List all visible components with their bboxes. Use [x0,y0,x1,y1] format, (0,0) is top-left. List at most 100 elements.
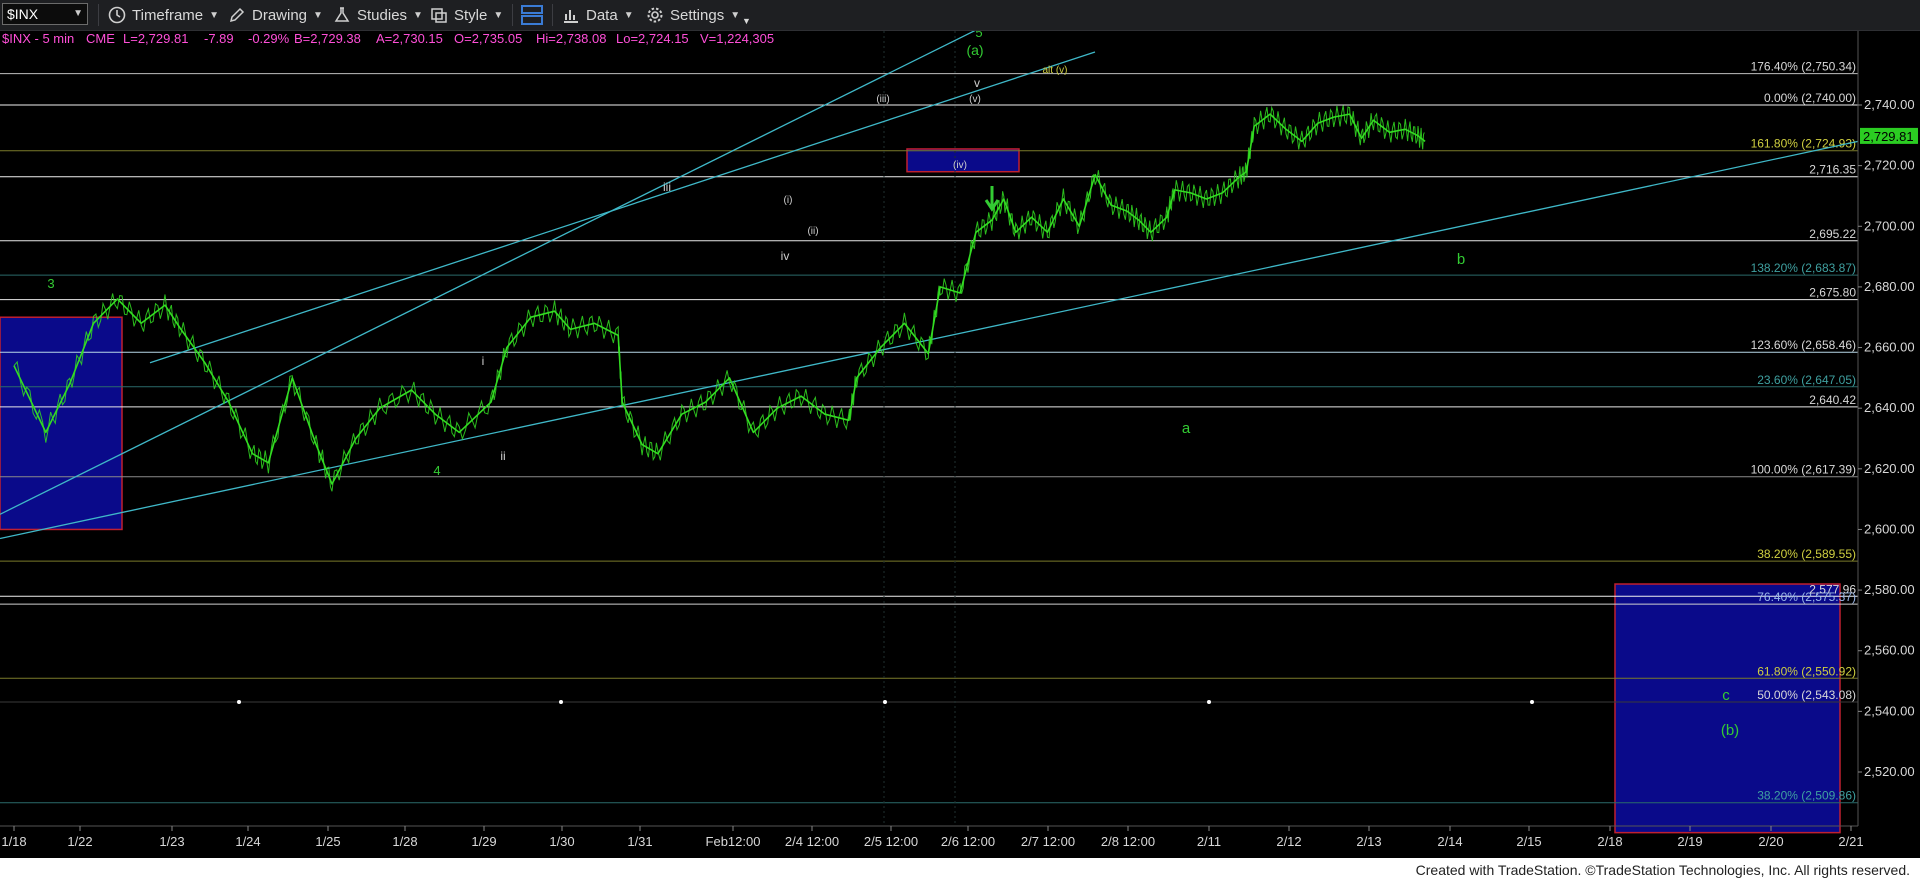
fib-label: 2,716.35 [1809,163,1856,177]
y-tick-label: 2,580.00 [1864,582,1915,597]
wave-label: (a) [966,42,983,58]
status-open: O=2,735.05 [454,31,522,46]
y-tick-label: 2,700.00 [1864,218,1915,233]
wave-label: (iv) [953,160,967,171]
session-marker [559,700,563,705]
layout-icon [521,5,543,25]
x-tick-label: 2/4 12:00 [785,834,839,849]
price-bars [13,105,1425,492]
x-tick-label: 1/23 [159,834,184,849]
status-ask: A=2,730.15 [376,31,443,46]
settings-menu[interactable]: Settings ▼ [646,4,740,26]
price-axis: 2,740.00 2,720.00 2,700.00 2,680.00 2,660.00… [1857,31,1918,826]
wave-label: (iii) [876,94,889,105]
fib-label: 2,675.80 [1809,286,1856,300]
wave-label: c [1722,687,1730,704]
wave-label: (ii) [807,226,818,237]
y-tick-label: 2,660.00 [1864,340,1915,355]
data-menu[interactable]: Data ▼ [562,4,634,26]
layout-button[interactable] [520,4,550,26]
x-tick-label: 2/11 [1197,834,1221,849]
last-price-label: 2,729.81 [1863,129,1914,144]
price-series [13,105,1426,492]
chevron-down-icon: ▼ [623,9,634,21]
wave-label: 5 [975,31,982,40]
fib-label: 76.40% (2,575.37) [1757,590,1856,604]
x-tick-label: 1/25 [315,834,340,849]
chevron-down-icon: ▼ [742,16,751,26]
wave-label: iv [781,249,790,263]
chevron-down-icon: ▼ [730,9,741,21]
x-tick-label: 1/31 [627,834,652,849]
chevron-down-icon: ▼ [313,9,323,21]
toolbar: $INX ▼ Timeframe ▼ Drawing ▼ Studies ▼ Styl… [0,0,1920,31]
wave-label: alt (v) [1043,65,1068,76]
flask-icon [334,7,350,22]
y-tick-label: 2,520.00 [1864,764,1915,779]
last-price-tag [1860,127,1918,144]
y-tick-label: 2,680.00 [1864,279,1915,294]
symbol-text: $INX [7,6,39,22]
status-bid: B=2,729.38 [294,31,361,46]
fib-label: 23.60% (2,647.05) [1757,373,1856,387]
trendline-upper [149,51,1096,364]
wave-label: i [482,354,485,368]
fib-label: 123.60% (2,658.46) [1751,338,1856,352]
y-tick-label: 2,720.00 [1864,158,1915,173]
fib-label: 38.20% (2,509.86) [1757,789,1856,803]
timeframe-label: Timeframe [132,6,204,24]
wave-label: iii [663,180,671,194]
x-tick-label: 1/30 [549,834,574,849]
status-change-pct: -0.29% [248,31,290,46]
wave-label: (b) [1721,722,1739,739]
target-box-b [1614,583,1841,834]
timeframe-menu[interactable]: Timeframe ▼ [108,4,219,26]
price-line [13,113,1426,485]
symbol-selector[interactable]: $INX ▼ [2,3,88,25]
y-tick-label: 2,620.00 [1864,461,1915,476]
y-tick-label: 2,640.00 [1864,400,1915,415]
x-tick-label: 2/15 [1516,834,1541,849]
x-tick-label: 2/6 12:00 [941,834,995,849]
footer-credit: Created with TradeStation. ©TradeStation… [1411,862,1914,878]
time-axis: 1/18 1/22 1/23 1/24 1/25 1/28 1/29 1/30 1/31 Feb1… [0,825,1864,849]
fib-label: 100.00% (2,617.39) [1751,463,1856,477]
fib-label: 161.80% (2,724.93) [1751,137,1856,151]
down-arrow-icon [984,186,1000,212]
bar-chart-icon [564,10,578,23]
fib-levels: 176.40% (2,750.34) 0.00% (2,740.00) 161.80… [0,60,1858,804]
style-label: Style [454,6,488,24]
style-icon [431,8,447,23]
status-volume: V=1,224,305 [700,31,774,46]
x-tick-label: 1/28 [392,834,417,849]
x-tick-label: 2/18 [1597,834,1622,849]
clock-icon [108,6,126,24]
settings-label: Settings [670,6,725,24]
style-menu[interactable]: Style ▼ [430,4,503,26]
x-tick-label: 1/18 [1,834,26,849]
status-last: L=2,729.81 [123,31,188,46]
x-tick-label: 2/20 [1758,834,1783,849]
fib-label: 50.00% (2,543.08) [1757,688,1856,702]
drawing-label: Drawing [252,6,308,24]
drawing-menu[interactable]: Drawing ▼ [228,4,323,26]
session-marker [883,700,887,705]
toolbar-divider [98,4,99,26]
toolbar-divider [512,4,513,26]
status-symbol: $INX - 5 min [2,31,74,46]
fib-label: 0.00% (2,740.00) [1764,91,1856,105]
studies-menu[interactable]: Studies ▼ [333,4,423,26]
status-exchange: CME [86,31,115,46]
wave-label: 3 [47,276,54,291]
data-label: Data [586,6,618,24]
price-chart[interactable]: 176.40% (2,750.34) 0.00% (2,740.00) 161.80… [0,31,1920,857]
toolbar-overflow[interactable]: ▼ [742,10,751,32]
trendline-upper-outer [0,31,976,515]
x-tick-label: 2/19 [1677,834,1702,849]
target-box-left [0,316,123,531]
fib-label: 138.20% (2,683.87) [1751,261,1856,275]
wave-label: 4 [433,463,440,478]
x-tick-label: 2/8 12:00 [1101,834,1155,849]
fib-label: 38.20% (2,589.55) [1757,547,1856,561]
